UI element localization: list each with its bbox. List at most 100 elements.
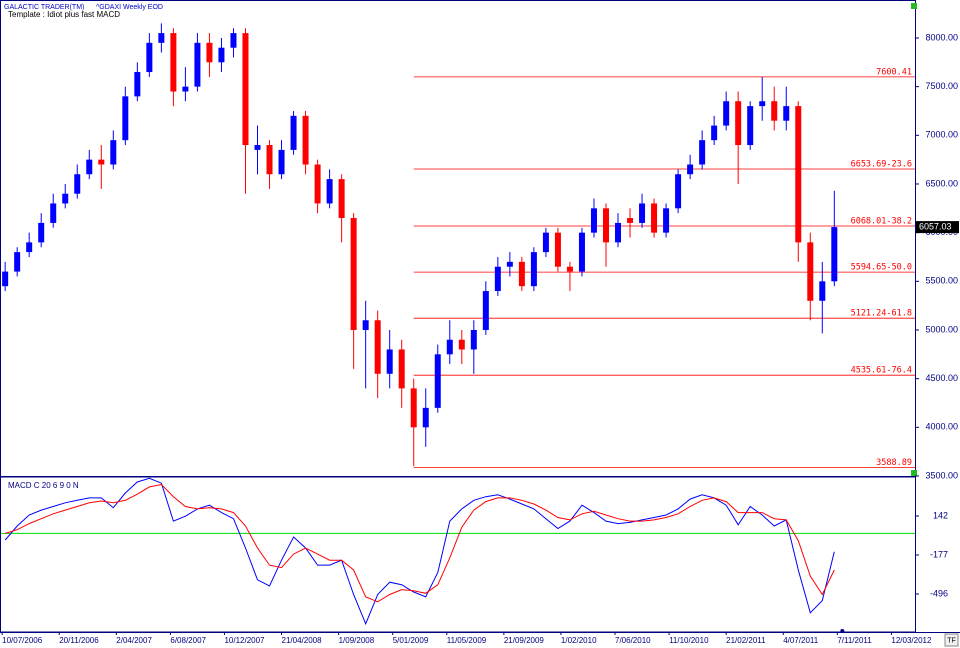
y-tick-label: -496 (930, 588, 948, 598)
indicator-line (5, 483, 835, 603)
candle-body (735, 101, 742, 146)
candle-body (627, 218, 634, 223)
candle-body (819, 281, 826, 301)
chart-subtitle: Template : Idiot plus fast MACD (8, 10, 120, 19)
candle-body (362, 320, 369, 330)
candle-body (687, 164, 694, 175)
candle-body (122, 96, 129, 141)
candle-body (458, 339, 465, 350)
candle-body (218, 47, 225, 63)
candle-body (266, 145, 273, 175)
candle-body (158, 33, 165, 43)
corner-marker (911, 470, 917, 476)
corner-box[interactable] (944, 633, 959, 647)
candle-body (759, 101, 766, 107)
candle-body (518, 261, 525, 287)
y-tick-label: 4000.00 (925, 422, 958, 432)
fib-label: 3588.89 (876, 458, 912, 468)
candle-body (98, 159, 105, 165)
candle-body (530, 252, 537, 287)
candle-body (578, 232, 585, 272)
fib-label: 7600.41 (876, 67, 912, 77)
y-tick-label: 7000.00 (925, 130, 958, 140)
candle-body (771, 101, 778, 121)
candle-body (242, 33, 249, 146)
candle-body (494, 266, 501, 292)
x-tick-label: 21/02/2011 (726, 636, 766, 645)
candle-body (74, 174, 81, 194)
candle-body (230, 33, 237, 48)
candle-body (62, 193, 69, 204)
candle-body (50, 203, 57, 223)
x-tick-label: 6/08/2007 (170, 636, 206, 645)
y-tick-label: 3500.00 (925, 470, 958, 480)
candle-body (554, 232, 561, 267)
candle-body (14, 252, 21, 272)
candle-body (795, 106, 802, 243)
candle-body (615, 222, 622, 243)
candle-body (470, 329, 477, 350)
candle-body (482, 291, 489, 330)
end-marker (840, 629, 845, 633)
fib-label: 6068.01-38.2 (851, 217, 912, 227)
y-tick-label: 5000.00 (925, 324, 958, 334)
candle-body (26, 242, 33, 253)
candle-body (278, 149, 285, 175)
candle-body (783, 106, 790, 121)
x-tick-label: 21/09/2009 (504, 636, 545, 645)
candle-body (2, 271, 9, 287)
candle-body (434, 354, 441, 408)
candle-body (663, 208, 670, 233)
candle-body (374, 320, 381, 374)
x-tick-label: 12/03/2012 (891, 636, 932, 645)
candle-body (110, 140, 117, 165)
candle-body (410, 388, 417, 428)
x-tick-label: 1/02/2010 (561, 636, 597, 645)
candle-body (170, 33, 177, 92)
candle-body (506, 261, 513, 267)
x-tick-label: 4/07/2011 (783, 636, 819, 645)
indicator-title: MACD C 20 6 9 0 N (8, 481, 79, 490)
x-tick-label: 11/10/2010 (669, 636, 709, 645)
candle-body (146, 42, 153, 73)
candle-body (38, 222, 45, 243)
candle-body (542, 232, 549, 253)
candle-body (699, 140, 706, 165)
y-tick-label: 142 (933, 510, 948, 520)
candle-body (254, 145, 261, 150)
fib-label: 5594.65-50.0 (851, 263, 912, 273)
candle-body (194, 42, 201, 87)
candle-body (398, 349, 405, 389)
y-tick-label: 6500.00 (925, 178, 958, 188)
fib-label: 4535.61-76.4 (851, 366, 912, 376)
candle-body (314, 164, 321, 204)
candle-body (206, 42, 213, 63)
x-tick-label: 2/04/2007 (116, 636, 152, 645)
y-tick-label: 5500.00 (925, 276, 958, 286)
x-tick-label: 7/11/2011 (837, 636, 872, 645)
x-tick-label: 5/01/2009 (393, 636, 429, 645)
y-tick-label: 7500.00 (925, 81, 958, 91)
candle-body (723, 101, 730, 126)
last-price-label: 6057.03 (919, 221, 952, 231)
candle-body (831, 227, 838, 282)
corner-label[interactable]: TF (947, 637, 956, 644)
corner-marker (911, 3, 917, 9)
candle-body (675, 174, 682, 209)
candle-body (590, 208, 597, 233)
candle-body (422, 407, 429, 428)
x-tick-label: 10/07/2006 (2, 636, 43, 645)
y-tick-label: -177 (930, 549, 948, 559)
x-tick-label: 7/06/2010 (615, 636, 651, 645)
chart-title: ^GDAXI Weekly EOD (96, 4, 163, 11)
candle-body (446, 339, 453, 355)
fib-label: 5121.24-61.8 (851, 309, 912, 319)
candle-body (639, 203, 646, 223)
candle-body (566, 266, 573, 272)
candle-body (651, 203, 658, 233)
candle-body (386, 349, 393, 374)
x-tick-label: 20/11/2006 (59, 636, 99, 645)
candle-body (807, 242, 814, 301)
